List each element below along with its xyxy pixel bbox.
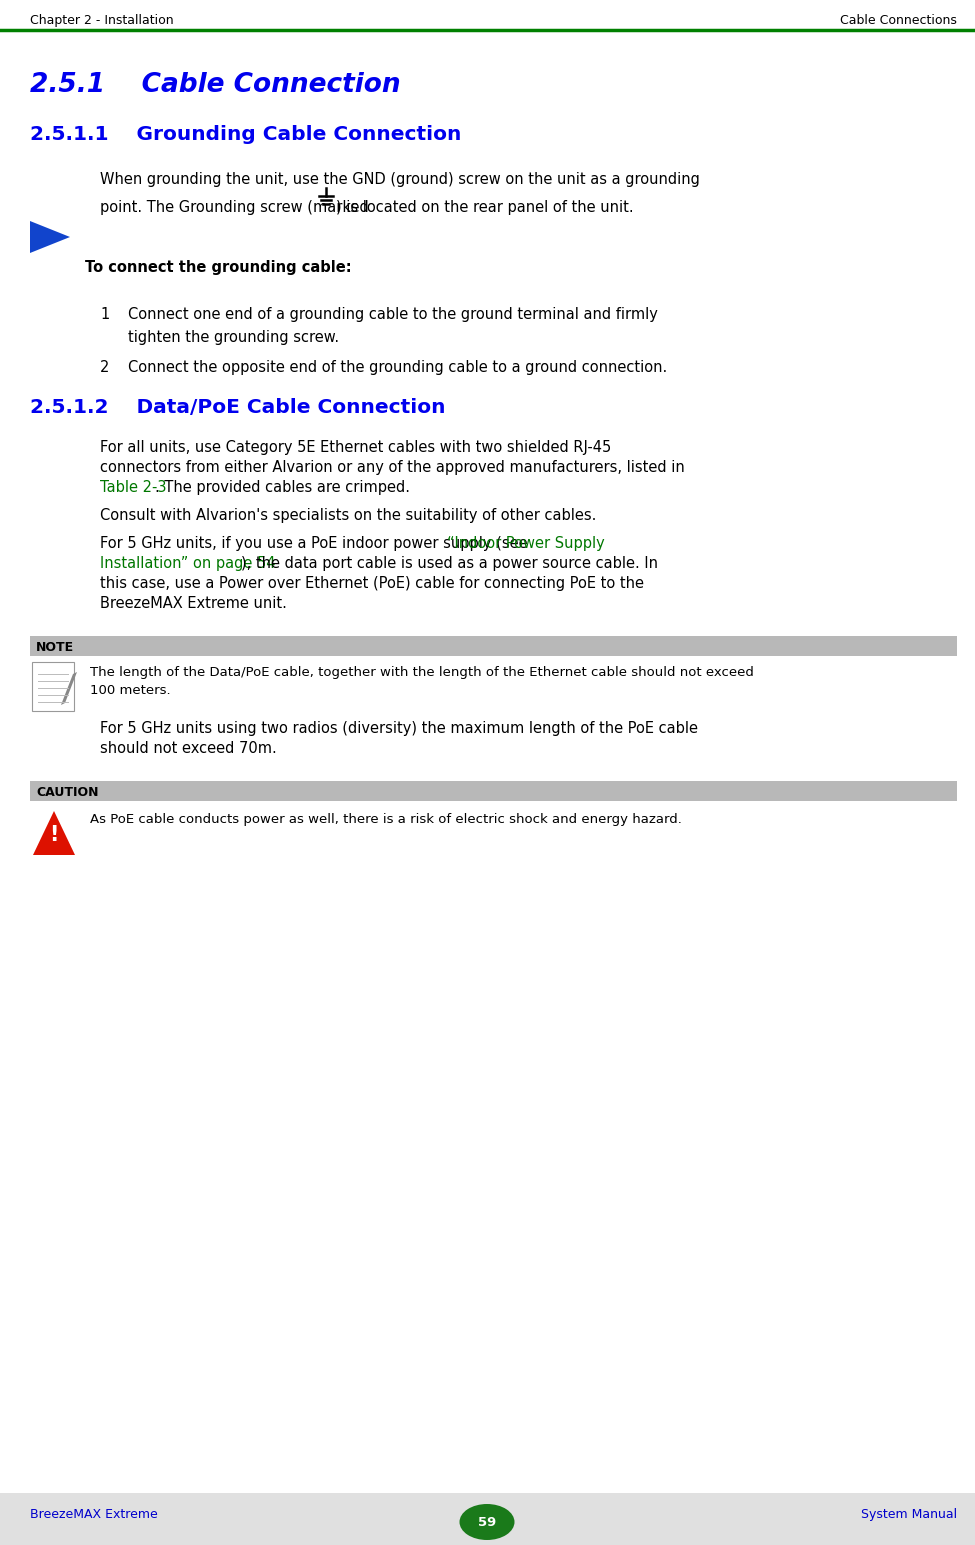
Text: For all units, use Category 5E Ethernet cables with two shielded RJ-45: For all units, use Category 5E Ethernet … — [100, 440, 611, 454]
Text: Connect the opposite end of the grounding cable to a ground connection.: Connect the opposite end of the groundin… — [128, 360, 667, 375]
Polygon shape — [30, 221, 70, 253]
Text: !: ! — [50, 825, 58, 845]
Text: ) is located on the rear panel of the unit.: ) is located on the rear panel of the un… — [335, 199, 634, 215]
Text: 2.5.1    Cable Connection: 2.5.1 Cable Connection — [30, 73, 401, 97]
Text: CAUTION: CAUTION — [36, 786, 98, 799]
Text: When grounding the unit, use the GND (ground) screw on the unit as a grounding: When grounding the unit, use the GND (gr… — [100, 171, 700, 187]
Text: this case, use a Power over Ethernet (PoE) cable for connecting PoE to the: this case, use a Power over Ethernet (Po… — [100, 576, 644, 592]
Text: Consult with Alvarion's specialists on the suitability of other cables.: Consult with Alvarion's specialists on t… — [100, 508, 597, 524]
Text: 1: 1 — [100, 307, 109, 321]
Text: should not exceed 70m.: should not exceed 70m. — [100, 742, 277, 756]
Text: “Indoor Power Supply: “Indoor Power Supply — [447, 536, 604, 552]
Text: Table 2-3: Table 2-3 — [100, 480, 167, 494]
Text: BreezeMAX Extreme: BreezeMAX Extreme — [30, 1508, 158, 1520]
Text: . The provided cables are crimped.: . The provided cables are crimped. — [155, 480, 410, 494]
Text: ), the data port cable is used as a power source cable. In: ), the data port cable is used as a powe… — [241, 556, 658, 572]
Text: NOTE: NOTE — [36, 641, 74, 654]
Text: For 5 GHz units, if you use a PoE indoor power supply (see: For 5 GHz units, if you use a PoE indoor… — [100, 536, 532, 552]
FancyBboxPatch shape — [30, 782, 957, 800]
FancyBboxPatch shape — [0, 1492, 975, 1545]
Ellipse shape — [459, 1503, 515, 1540]
Polygon shape — [61, 672, 77, 705]
Text: For 5 GHz units using two radios (diversity) the maximum length of the PoE cable: For 5 GHz units using two radios (divers… — [100, 722, 698, 735]
Text: Installation” on page 54: Installation” on page 54 — [100, 556, 276, 572]
Text: The length of the Data/PoE cable, together with the length of the Ethernet cable: The length of the Data/PoE cable, togeth… — [90, 666, 754, 678]
Text: 59: 59 — [478, 1516, 496, 1528]
Text: As PoE cable conducts power as well, there is a risk of electric shock and energ: As PoE cable conducts power as well, the… — [90, 813, 682, 827]
FancyBboxPatch shape — [30, 637, 957, 657]
FancyBboxPatch shape — [32, 661, 74, 711]
Text: Chapter 2 - Installation: Chapter 2 - Installation — [30, 14, 174, 26]
Text: BreezeMAX Extreme unit.: BreezeMAX Extreme unit. — [100, 596, 287, 610]
Polygon shape — [33, 811, 75, 854]
Text: 100 meters.: 100 meters. — [90, 684, 171, 697]
Text: point. The Grounding screw (marked: point. The Grounding screw (marked — [100, 199, 373, 215]
Text: To connect the grounding cable:: To connect the grounding cable: — [85, 260, 352, 275]
Text: Cable Connections: Cable Connections — [840, 14, 957, 26]
Text: System Manual: System Manual — [861, 1508, 957, 1520]
Text: 2.5.1.2    Data/PoE Cable Connection: 2.5.1.2 Data/PoE Cable Connection — [30, 399, 446, 417]
Text: connectors from either Alvarion or any of the approved manufacturers, listed in: connectors from either Alvarion or any o… — [100, 460, 684, 474]
Text: Connect one end of a grounding cable to the ground terminal and firmly
tighten t: Connect one end of a grounding cable to … — [128, 307, 658, 345]
Text: 2: 2 — [100, 360, 109, 375]
Text: 2.5.1.1    Grounding Cable Connection: 2.5.1.1 Grounding Cable Connection — [30, 125, 461, 144]
